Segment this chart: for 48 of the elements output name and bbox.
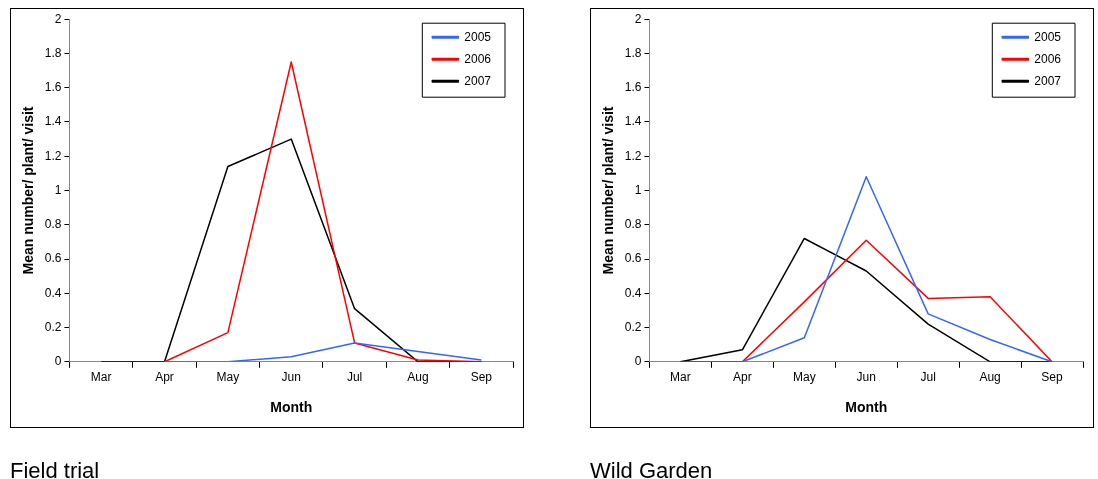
y-tick-label: 0.2 — [624, 319, 642, 334]
y-tick-label: 0.6 — [624, 251, 642, 266]
y-tick-label: 0 — [54, 354, 62, 369]
x-tick-label: Apr — [733, 370, 752, 385]
x-tick-label: Apr — [155, 370, 174, 385]
y-tick-label: 0.6 — [44, 251, 62, 266]
y-tick-label: 0.2 — [44, 319, 62, 334]
x-axis-title: Month — [845, 399, 888, 416]
y-tick-label: 0.8 — [44, 217, 62, 232]
x-axis-title: Month — [270, 399, 313, 416]
x-tick-label: Mar — [90, 370, 112, 385]
y-tick-label: 0.8 — [624, 217, 642, 232]
legend-label: 2006 — [464, 51, 492, 66]
legend-label: 2005 — [464, 29, 492, 44]
y-tick-label: 2 — [54, 11, 62, 26]
y-tick-label: 0.4 — [44, 285, 62, 300]
legend-label: 2007 — [1034, 73, 1062, 88]
y-tick-label: 1 — [54, 182, 62, 197]
y-axis-title: Mean number/ plant/ visit — [20, 106, 37, 275]
x-tick-label: May — [792, 370, 816, 385]
y-tick-label: 0 — [634, 354, 642, 369]
x-tick-label: Jul — [920, 370, 936, 385]
y-tick-label: 1.8 — [44, 45, 62, 60]
legend-label: 2006 — [1034, 51, 1062, 66]
x-tick-label: Jun — [281, 370, 301, 385]
y-tick-label: 1.2 — [624, 148, 642, 163]
x-tick-label: Jun — [856, 370, 876, 385]
x-tick-label: Mar — [670, 370, 691, 385]
text: Wild Garden — [590, 458, 714, 479]
y-tick-label: 1 — [634, 182, 642, 197]
x-tick-label: May — [216, 370, 240, 385]
y-axis-title: Mean number/ plant/ visit — [600, 106, 617, 275]
y-tick-label: 1.4 — [624, 114, 642, 129]
x-tick-label: Aug — [407, 370, 429, 385]
y-tick-label: 1.4 — [44, 114, 62, 129]
x-tick-label: Sep — [1041, 370, 1064, 385]
legend-label: 2005 — [1034, 29, 1062, 44]
y-tick-label: 2 — [634, 11, 642, 26]
legend-label: 2007 — [464, 73, 492, 88]
y-tick-label: 1.6 — [44, 80, 62, 95]
y-tick-label: 0.4 — [624, 285, 642, 300]
x-tick-label: Aug — [979, 370, 1001, 385]
x-tick-label: Jul — [346, 370, 363, 385]
text: Field trial — [10, 458, 101, 479]
y-tick-label: 1.8 — [624, 45, 642, 60]
x-tick-label: Sep — [470, 370, 493, 385]
y-tick-label: 1.2 — [44, 148, 62, 163]
y-tick-label: 1.6 — [624, 80, 642, 95]
